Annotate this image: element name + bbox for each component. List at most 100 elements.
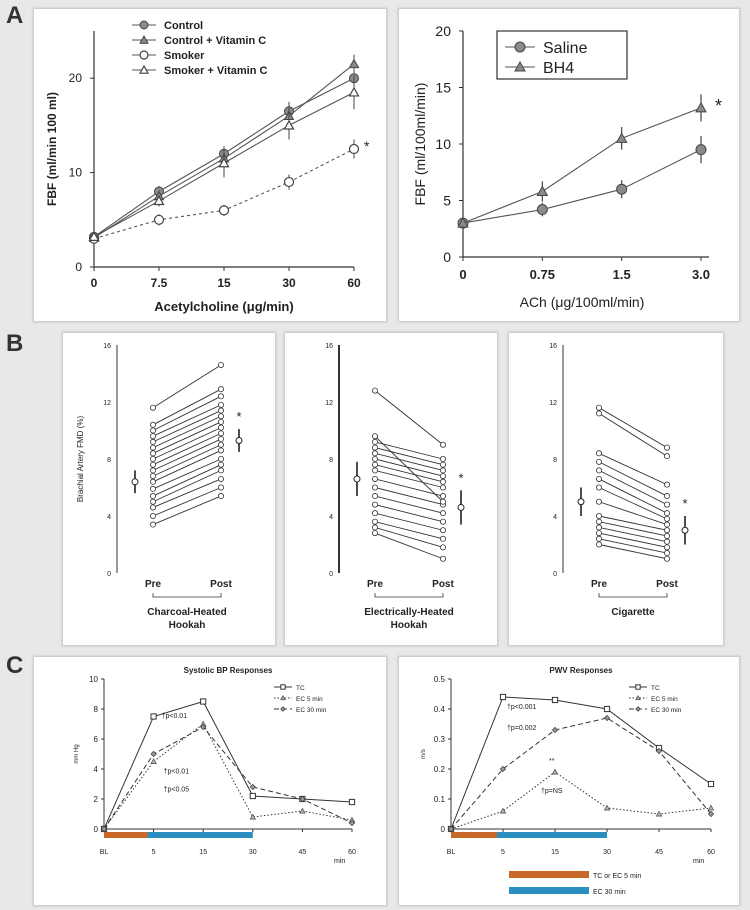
post-point xyxy=(217,401,224,408)
legend-marker xyxy=(514,60,526,72)
subject-line xyxy=(598,532,668,548)
y-tick-label: 6 xyxy=(94,735,99,744)
subject-line xyxy=(598,544,668,560)
legend-marker xyxy=(280,684,286,690)
legend-label: BH4 xyxy=(543,60,574,77)
x-tick-label: 60 xyxy=(707,849,715,856)
y-tick-label: 12 xyxy=(103,400,111,407)
post-point xyxy=(439,467,446,474)
ec30-exposure-bar xyxy=(497,832,607,838)
data-point xyxy=(348,58,360,69)
series-line xyxy=(103,726,353,830)
post-point xyxy=(439,544,446,551)
chart-c2: PWV Responses 0 0.1 0.2 0.3 0.4 0.5 BL 5 15 30 45 60… xyxy=(421,666,715,896)
x-tick-label: 15 xyxy=(217,276,231,290)
chart-b3: 0 4 8 12 16 * Pre Post Cigarette xyxy=(549,343,689,618)
pre-point xyxy=(372,433,379,440)
data-point xyxy=(218,205,230,216)
subject-line xyxy=(152,432,222,466)
subject-line xyxy=(374,458,444,477)
pre-point xyxy=(150,512,157,519)
legend-marker xyxy=(139,20,149,30)
pre-point xyxy=(596,467,603,474)
subject-line xyxy=(598,487,668,520)
post-point xyxy=(663,550,670,557)
data-point xyxy=(707,804,715,811)
pre-point xyxy=(150,485,157,492)
subject-line xyxy=(374,504,444,523)
annotation: †p<0.001 xyxy=(507,704,536,711)
subject-line xyxy=(152,487,222,517)
series-line xyxy=(450,717,712,830)
y-tick-label: 5 xyxy=(443,193,451,209)
pre-point xyxy=(150,461,157,468)
x-tick-label: 5 xyxy=(501,849,505,856)
significance-marker: * xyxy=(682,496,687,511)
ec30-bar-legend-label: EC 30 min xyxy=(593,889,626,896)
y-tick-label: 16 xyxy=(325,343,333,350)
x-tick-label: Pre xyxy=(591,579,608,590)
group-bracket xyxy=(598,593,668,598)
pre-point xyxy=(596,458,603,465)
annotation: ** xyxy=(549,758,555,765)
y-tick-label: 16 xyxy=(549,343,557,350)
subject-line xyxy=(374,512,444,531)
x-tick-label: 30 xyxy=(603,849,611,856)
pre-point xyxy=(372,501,379,508)
x-tick-label: 15 xyxy=(551,849,559,856)
subject-line xyxy=(598,526,668,543)
post-point xyxy=(663,515,670,522)
subject-line xyxy=(152,410,222,443)
post-point xyxy=(217,413,224,420)
x-tick-label: 30 xyxy=(249,849,257,856)
x-axis-label: min xyxy=(693,858,704,865)
subject-line xyxy=(374,390,444,446)
post-point xyxy=(217,386,224,393)
y-tick-label: 4 xyxy=(94,765,99,774)
y-tick-label: 4 xyxy=(107,514,111,521)
post-point xyxy=(439,461,446,468)
pre-point xyxy=(372,475,379,482)
post-point xyxy=(663,555,670,562)
legend-marker xyxy=(635,706,641,712)
pre-point xyxy=(150,478,157,485)
data-point xyxy=(150,750,157,758)
group-label: Hookah xyxy=(169,620,206,631)
post-point xyxy=(439,484,446,491)
post-point xyxy=(663,532,670,539)
pre-point xyxy=(596,518,603,525)
legend-label: EC 30 min xyxy=(651,707,682,714)
post-point xyxy=(217,456,224,463)
pre-point xyxy=(150,444,157,451)
x-tick-label: 5 xyxy=(152,849,156,856)
subject-line xyxy=(152,444,222,477)
pre-point xyxy=(596,512,603,519)
y-tick-label: 8 xyxy=(553,457,557,464)
pre-mean xyxy=(577,498,585,506)
subject-line xyxy=(152,415,222,449)
post-point xyxy=(439,498,446,505)
data-point xyxy=(655,810,663,817)
data-point xyxy=(457,217,469,228)
pre-point xyxy=(372,444,379,451)
data-point xyxy=(603,714,611,722)
pre-point xyxy=(596,404,603,411)
chart-b2: 0 4 8 12 16 * Pre Post Electrically-Heated Hookah xyxy=(325,343,465,631)
post-point xyxy=(217,393,224,400)
series-line xyxy=(103,700,353,830)
pre-point xyxy=(372,524,379,531)
post-point xyxy=(217,436,224,443)
x-tick-label: 0 xyxy=(459,267,466,282)
data-point xyxy=(348,86,360,97)
subject-line xyxy=(152,427,222,460)
y-tick-label: 0 xyxy=(441,825,446,834)
legend-marker xyxy=(139,50,149,60)
subject-line xyxy=(374,452,444,471)
pre-point xyxy=(596,475,603,482)
pre-point xyxy=(596,524,603,531)
pre-point xyxy=(372,484,379,491)
pre-point xyxy=(596,410,603,417)
post-point xyxy=(439,456,446,463)
data-point xyxy=(499,765,507,773)
